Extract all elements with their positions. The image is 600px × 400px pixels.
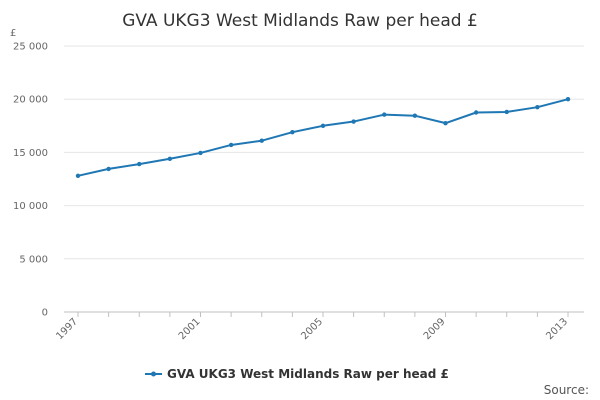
y-tick-label: 25 000 [13,42,48,53]
chart-title: GVA UKG3 West Midlands Raw per head £ [122,11,478,31]
series-layer [75,97,571,179]
data-point[interactable] [228,142,234,148]
series-line [77,98,569,177]
y-tick-label: 5 000 [19,254,48,265]
data-point[interactable] [320,123,326,128]
data-point[interactable] [198,150,203,156]
source-label: Source: [544,383,589,397]
legend[interactable]: GVA UKG3 West Midlands Raw per head £ [145,367,449,381]
data-point[interactable] [504,109,509,115]
legend-label: GVA UKG3 West Midlands Raw per head £ [167,367,449,381]
data-point[interactable] [473,110,479,115]
data-point[interactable] [351,119,356,124]
data-point[interactable] [412,113,418,118]
x-tick-label: 1997 [54,316,80,342]
x-tick-label: 2001 [177,316,203,342]
y-axis-ticks: 0 5 000 10 000 15 000 20 000 25 000 [13,42,48,319]
y-tick-label: 10 000 [13,201,48,212]
y-tick-label: 0 [42,308,48,319]
data-point[interactable] [75,173,81,179]
data-point[interactable] [565,97,571,102]
data-point[interactable] [259,138,264,143]
data-point[interactable] [290,129,295,135]
x-tick-label: 2009 [422,316,448,342]
x-axis-ticks: 1997 2001 2005 2009 2013 [54,312,570,342]
gridlines [64,45,584,313]
y-tick-label: 15 000 [13,148,48,159]
data-point[interactable] [106,166,111,172]
y-axis-unit-label: £ [10,28,16,39]
y-tick-label: 20 000 [13,95,48,106]
x-tick-label: 2005 [299,316,325,342]
data-point[interactable] [535,104,540,110]
data-point[interactable] [137,161,142,167]
data-point[interactable] [167,156,173,161]
data-point[interactable] [382,112,387,117]
data-point[interactable] [443,120,448,126]
x-tick-label: 2013 [544,316,570,342]
legend-marker [151,371,156,377]
